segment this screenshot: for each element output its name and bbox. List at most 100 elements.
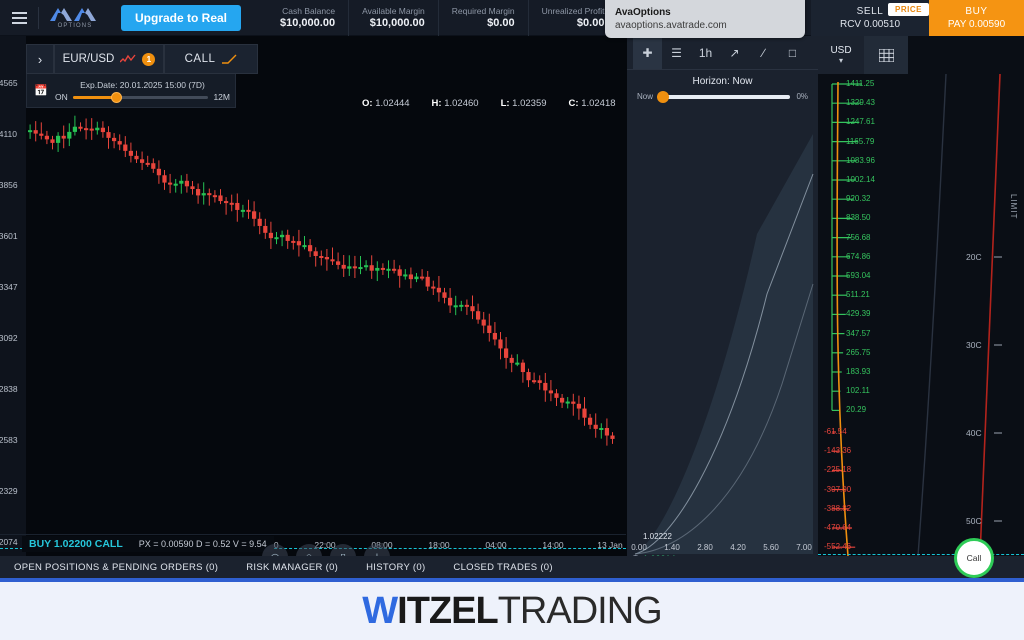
blue-accent-bar [0,578,1024,582]
ava-logo-mark [50,7,96,21]
payoff-curve-area: 0.001.402.804.205.607.00 1.02222 1.02214 [627,114,819,564]
ladder-strike-label: 20C [966,252,982,262]
ohlc-low: L: 1.02359 [500,98,547,109]
sell-label: SELL [856,6,884,17]
stat-available-margin: Available Margin $10,000.00 [348,0,438,36]
footer-brand-bold: WITZEL [362,589,499,633]
order-label: BUY 1.02200 CALL [29,538,123,550]
ladder-value-positive: 838.50 [846,213,871,223]
payoff-toolbar: ✚ ☰ 1h ↗ ∕ □ [627,36,818,70]
circle-icon[interactable]: ○ [296,544,322,556]
ladder-value-positive: 756.68 [846,232,871,242]
horizon-track[interactable] [657,90,791,103]
ladder-body: 1411.25 1329.43 1247.61 1165.79 1083.96 1002.… [818,73,1024,578]
call-curve-icon [222,54,237,64]
currency-selector[interactable]: USD ▾ [818,36,864,74]
ladder-panel: USD ▾ 1411.25 1329.43 1247.61 1165.79 1083.9… [818,36,1024,578]
price-axis-label: 02074 [0,537,18,547]
sell-value: RCV 0.00510 [839,19,901,30]
ladder-value-positive: 1002.14 [846,175,875,184]
time-axis-label: 04:00 [485,540,507,550]
buy-button[interactable]: BUY PAY 0.00590 [929,0,1024,36]
horizon-slider[interactable]: Now 0% [627,87,818,103]
price-badge: PRICE [888,3,929,16]
horizon-knob[interactable] [657,90,670,103]
ladder-value-positive: 1247.61 [846,117,875,127]
ladder-value-negative: -225.18 [824,465,852,475]
slider-right-label: 12M [213,92,230,102]
sell-button[interactable]: SELL RCV 0.00510 [811,0,929,36]
ohlc-readout: O: 1.02444 H: 1.02460 L: 1.02359 C: 1.02… [362,98,616,109]
stat-label: Unrealized Profit [541,6,605,16]
symbol-badge: 1 [142,52,156,66]
expiry-date: Exp.Date: 20.01.2025 15:00 (7D) [80,80,205,90]
buy-label: BUY [965,6,988,17]
stat-unrealized-profit: Unrealized Profit $0.00 [527,0,618,36]
option-type-selector[interactable]: CALL [164,44,258,74]
expiry-slider[interactable]: ON 12M [55,91,230,103]
footer-brand-rest: ITZEL [397,589,499,632]
slider-left-label: ON [55,92,68,102]
ladder-price-line [818,554,1024,555]
stat-label: Cash Balance [282,6,336,16]
ladder-value-positive: 674.86 [846,251,871,261]
payoff-panel: ✚ ☰ 1h ↗ ∕ □ Horizon: Now Now 0% [626,36,819,564]
price-axis-label: 03347 [0,282,18,292]
bottom-tab[interactable]: OPEN POSITIONS & PENDING ORDERS (0) [14,561,219,573]
expand-icon[interactable]: □ [788,45,797,60]
bottom-tab-bar: OPEN POSITIONS & PENDING ORDERS (0) RISK … [0,556,1024,578]
price-axis-label: 03092 [0,333,18,343]
ladder-strike-label: 30C [966,340,982,350]
slider-track[interactable] [72,91,209,103]
symbol-selector[interactable]: EUR/USD 1 [54,44,164,74]
candles-icon[interactable]: ☰ [671,45,682,60]
ladder-value-positive: 1165.79 [846,136,875,146]
witzel-trading-logo: WITZEL TRADING [362,589,662,633]
ladder-graphics [831,73,1002,567]
ladder-strike-label: 40C [966,428,982,438]
bottom-tab[interactable]: HISTORY (0) [366,561,426,573]
grid-icon[interactable] [864,36,908,74]
chevron-right-icon[interactable]: › [26,44,54,74]
upgrade-to-real-button[interactable]: Upgrade to Real [121,4,242,31]
selection-icon[interactable]: ▯ [330,544,356,556]
price-axis-label: 02838 [0,384,18,394]
payoff-x-tick: 1.40 [664,543,680,552]
divider [38,6,39,29]
stat-required-margin: Required Margin $0.00 [437,0,528,36]
drawing-tools: ◎ ○ ▯ + [262,544,390,556]
zigzag-icon[interactable]: ↗ [729,45,740,60]
trendline-icon[interactable]: ∕ [762,45,765,60]
sparkline-icon [120,54,136,63]
ladder-top-bar: USD ▾ [818,36,1024,74]
crosshair-icon[interactable]: ✚ [633,36,662,69]
bottom-tab[interactable]: RISK MANAGER (0) [246,561,339,573]
horizon-right-label: 0% [796,92,808,101]
time-axis-label: 14:00 [542,540,564,550]
chevron-down-icon: ▾ [838,56,843,65]
trade-buttons: SELL RCV 0.00510 BUY PAY 0.00590 [811,0,1024,36]
stat-label: Available Margin [362,6,425,16]
calendar-icon[interactable]: 📅 [34,85,48,97]
timeframe-button[interactable]: 1h [698,45,713,60]
slider-knob[interactable] [110,91,122,103]
horizon-label: Horizon: Now [692,76,753,87]
plus-icon[interactable]: + [364,544,390,556]
ladder-value-positive: 1329.43 [846,98,875,108]
currency-label: USD [830,45,852,56]
ladder-strike-label: 50C [966,516,982,526]
ladder-value-positive: 347.57 [846,328,871,338]
time-axis-label: 13 Jan [597,540,623,550]
call-badge[interactable]: Call [954,538,994,578]
ladder-value-positive: 102.11 [846,386,870,396]
expiry-row: 📅 Exp.Date: 20.01.2025 15:00 (7D) ON 12M [26,74,236,108]
hamburger-icon[interactable] [0,0,38,36]
price-axis-label: 02583 [0,435,18,445]
time-axis-label: 22:00 [314,540,336,550]
payoff-x-tick: 4.20 [730,543,746,552]
bottom-tab[interactable]: CLOSED TRADES (0) [453,561,553,573]
payoff-price-upper: 1.02222 [643,532,672,541]
crosshair-target-icon[interactable]: ◎ [262,544,288,556]
